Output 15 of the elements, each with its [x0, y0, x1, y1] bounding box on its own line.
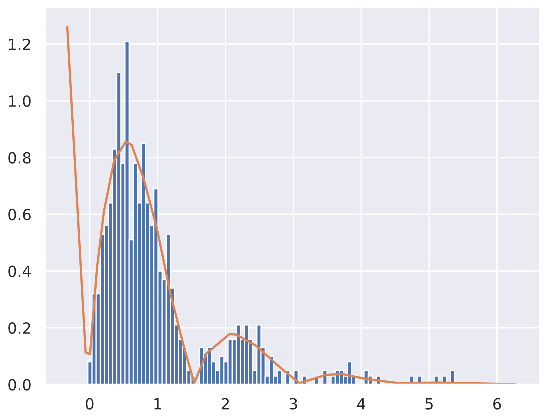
x-tick-label: 5 [426, 398, 433, 410]
y-tick-label: 1.0 [9, 96, 31, 108]
y-tick-label: 1.2 [9, 38, 30, 50]
y-tick-label: 0.8 [8, 152, 31, 164]
x-tick-label: 4 [357, 398, 366, 410]
x-tick-label: 0 [86, 398, 94, 410]
x-tick-label: 2 [222, 398, 230, 410]
y-tick-label: 0.0 [8, 379, 31, 391]
y-tick-label: 0.6 [8, 209, 31, 221]
x-tick-label: 6 [494, 398, 502, 410]
y-tick-label: 0.2 [8, 322, 30, 334]
line-series [66, 26, 516, 385]
x-tick-label: 3 [290, 398, 298, 410]
y-tick-label: 0.4 [8, 266, 32, 278]
x-tick-label: 1 [154, 398, 162, 410]
